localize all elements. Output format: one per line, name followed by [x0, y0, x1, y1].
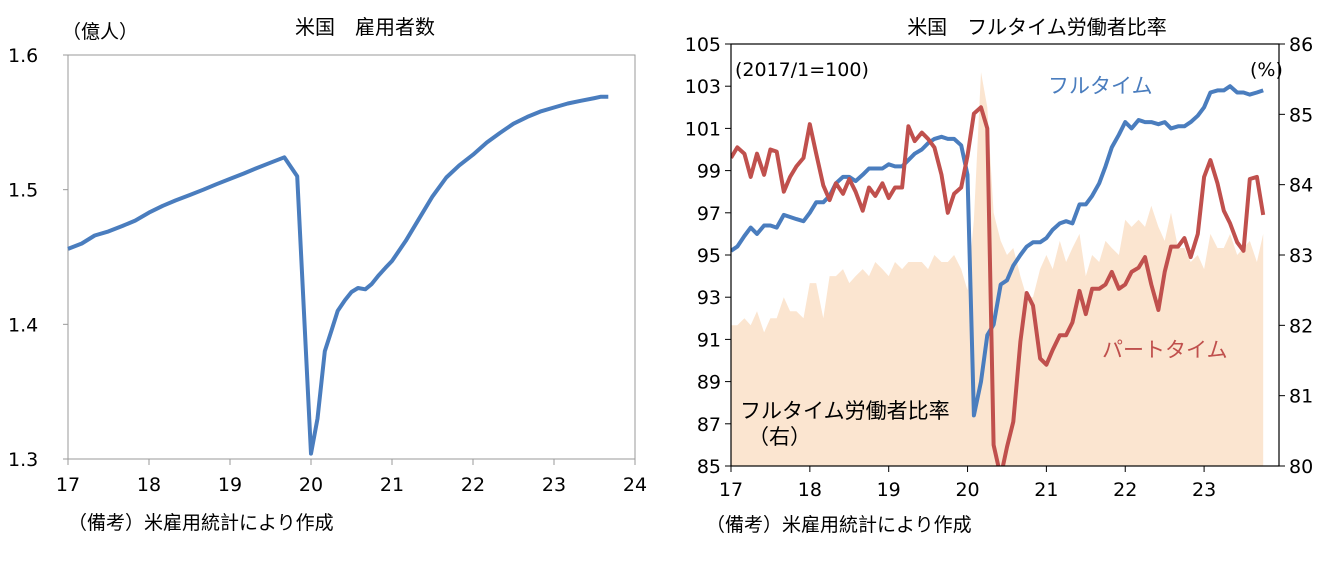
- fulltime-x-axis: 17 18 19 20 21 22 23: [719, 466, 1216, 501]
- employment-series-group: [67, 94, 609, 456]
- fulltime-line: [731, 84, 1264, 418]
- employment-line: [67, 94, 609, 456]
- left-y-tick-label: 103: [685, 76, 721, 98]
- fulltime-x-tick-label: 21: [1034, 479, 1058, 501]
- ratio-series-axis-suffix: （右）: [748, 425, 811, 449]
- parttime-line: [731, 105, 1266, 466]
- right-y-tick-label: 81: [1289, 386, 1313, 408]
- employment-chart-title: 米国 雇用者数: [295, 15, 435, 39]
- left-y-tick-label: 91: [697, 329, 721, 351]
- employment-y-tick-label: 1.5: [8, 180, 38, 202]
- employment-x-tick-label: 23: [542, 474, 566, 496]
- employment-x-tick-label: 22: [461, 474, 485, 496]
- left-y-tick-label: 97: [697, 203, 721, 225]
- left-y-tick-label: 95: [697, 245, 721, 267]
- right-y-tick-label: 83: [1289, 245, 1313, 267]
- fulltime-chart-title: 米国 フルタイム労働者比率: [907, 15, 1167, 39]
- employment-chart: 米国 雇用者数 （億人） 1.6 1.5 1.4 1.3 17 18 19 20 21 22 23…: [8, 15, 647, 534]
- base-year-label: (2017/1=100): [735, 59, 869, 81]
- fulltime-ratio-lines-group: [731, 84, 1266, 466]
- employment-y-tick-label: 1.6: [8, 45, 38, 67]
- right-y-tick-label: 84: [1289, 175, 1313, 197]
- employment-y-axis: 1.6 1.5 1.4 1.3: [8, 45, 68, 471]
- employment-plot-frame: [67, 54, 636, 460]
- fulltime-x-tick-label: 20: [955, 479, 979, 501]
- employment-note: （備考）米雇用統計により作成: [68, 512, 334, 534]
- fulltime-note: （備考）米雇用統計により作成: [706, 514, 972, 536]
- fulltime-x-tick-label: 22: [1113, 479, 1137, 501]
- ratio-series-label: フルタイム労働者比率: [740, 399, 950, 423]
- employment-x-tick-label: 17: [56, 474, 80, 496]
- right-y-tick-label: 80: [1289, 456, 1313, 478]
- employment-x-tick-label: 19: [218, 474, 242, 496]
- fulltime-ratio-chart: 米国 フルタイム労働者比率 (2017/1=100) (%) 105 103 101…: [685, 15, 1313, 536]
- right-y-tick-label: 85: [1289, 104, 1313, 126]
- fulltime-x-tick-label: 19: [877, 479, 901, 501]
- employment-x-tick-label: 18: [137, 474, 161, 496]
- employment-x-tick-label: 20: [299, 474, 323, 496]
- fulltime-left-y-axis: 105 103 101 99 97 95 93 91 89 87 85: [685, 34, 731, 478]
- fulltime-x-tick-label: 23: [1192, 479, 1216, 501]
- employment-x-tick-label: 21: [380, 474, 404, 496]
- fulltime-x-tick-label: 18: [798, 479, 822, 501]
- left-y-tick-label: 105: [685, 34, 721, 56]
- left-y-tick-label: 99: [697, 161, 721, 183]
- employment-x-tick-label: 24: [623, 474, 647, 496]
- left-y-tick-label: 89: [697, 372, 721, 394]
- employment-y-tick-label: 1.4: [8, 314, 38, 336]
- fulltime-series-label: フルタイム: [1048, 74, 1153, 98]
- left-y-tick-label: 101: [685, 118, 721, 140]
- fulltime-ratio-area-group: [731, 72, 1264, 466]
- right-y-tick-label: 82: [1289, 315, 1313, 337]
- employment-x-axis: 17 18 19 20 21 22 23 24: [56, 459, 647, 496]
- left-y-tick-label: 85: [697, 456, 721, 478]
- employment-y-tick-label: 1.3: [8, 449, 38, 471]
- right-unit-label: (%): [1250, 59, 1283, 81]
- left-y-tick-label: 87: [697, 414, 721, 436]
- fulltime-x-tick-label: 17: [719, 479, 743, 501]
- fulltime-ratio-area: [731, 72, 1264, 466]
- parttime-series-label: パートタイム: [1102, 338, 1228, 362]
- employment-unit-label: （億人）: [62, 21, 138, 43]
- fulltime-right-y-axis: 86 85 84 83 82 81 80: [1279, 34, 1313, 478]
- left-y-tick-label: 93: [697, 287, 721, 309]
- right-y-tick-label: 86: [1289, 34, 1313, 56]
